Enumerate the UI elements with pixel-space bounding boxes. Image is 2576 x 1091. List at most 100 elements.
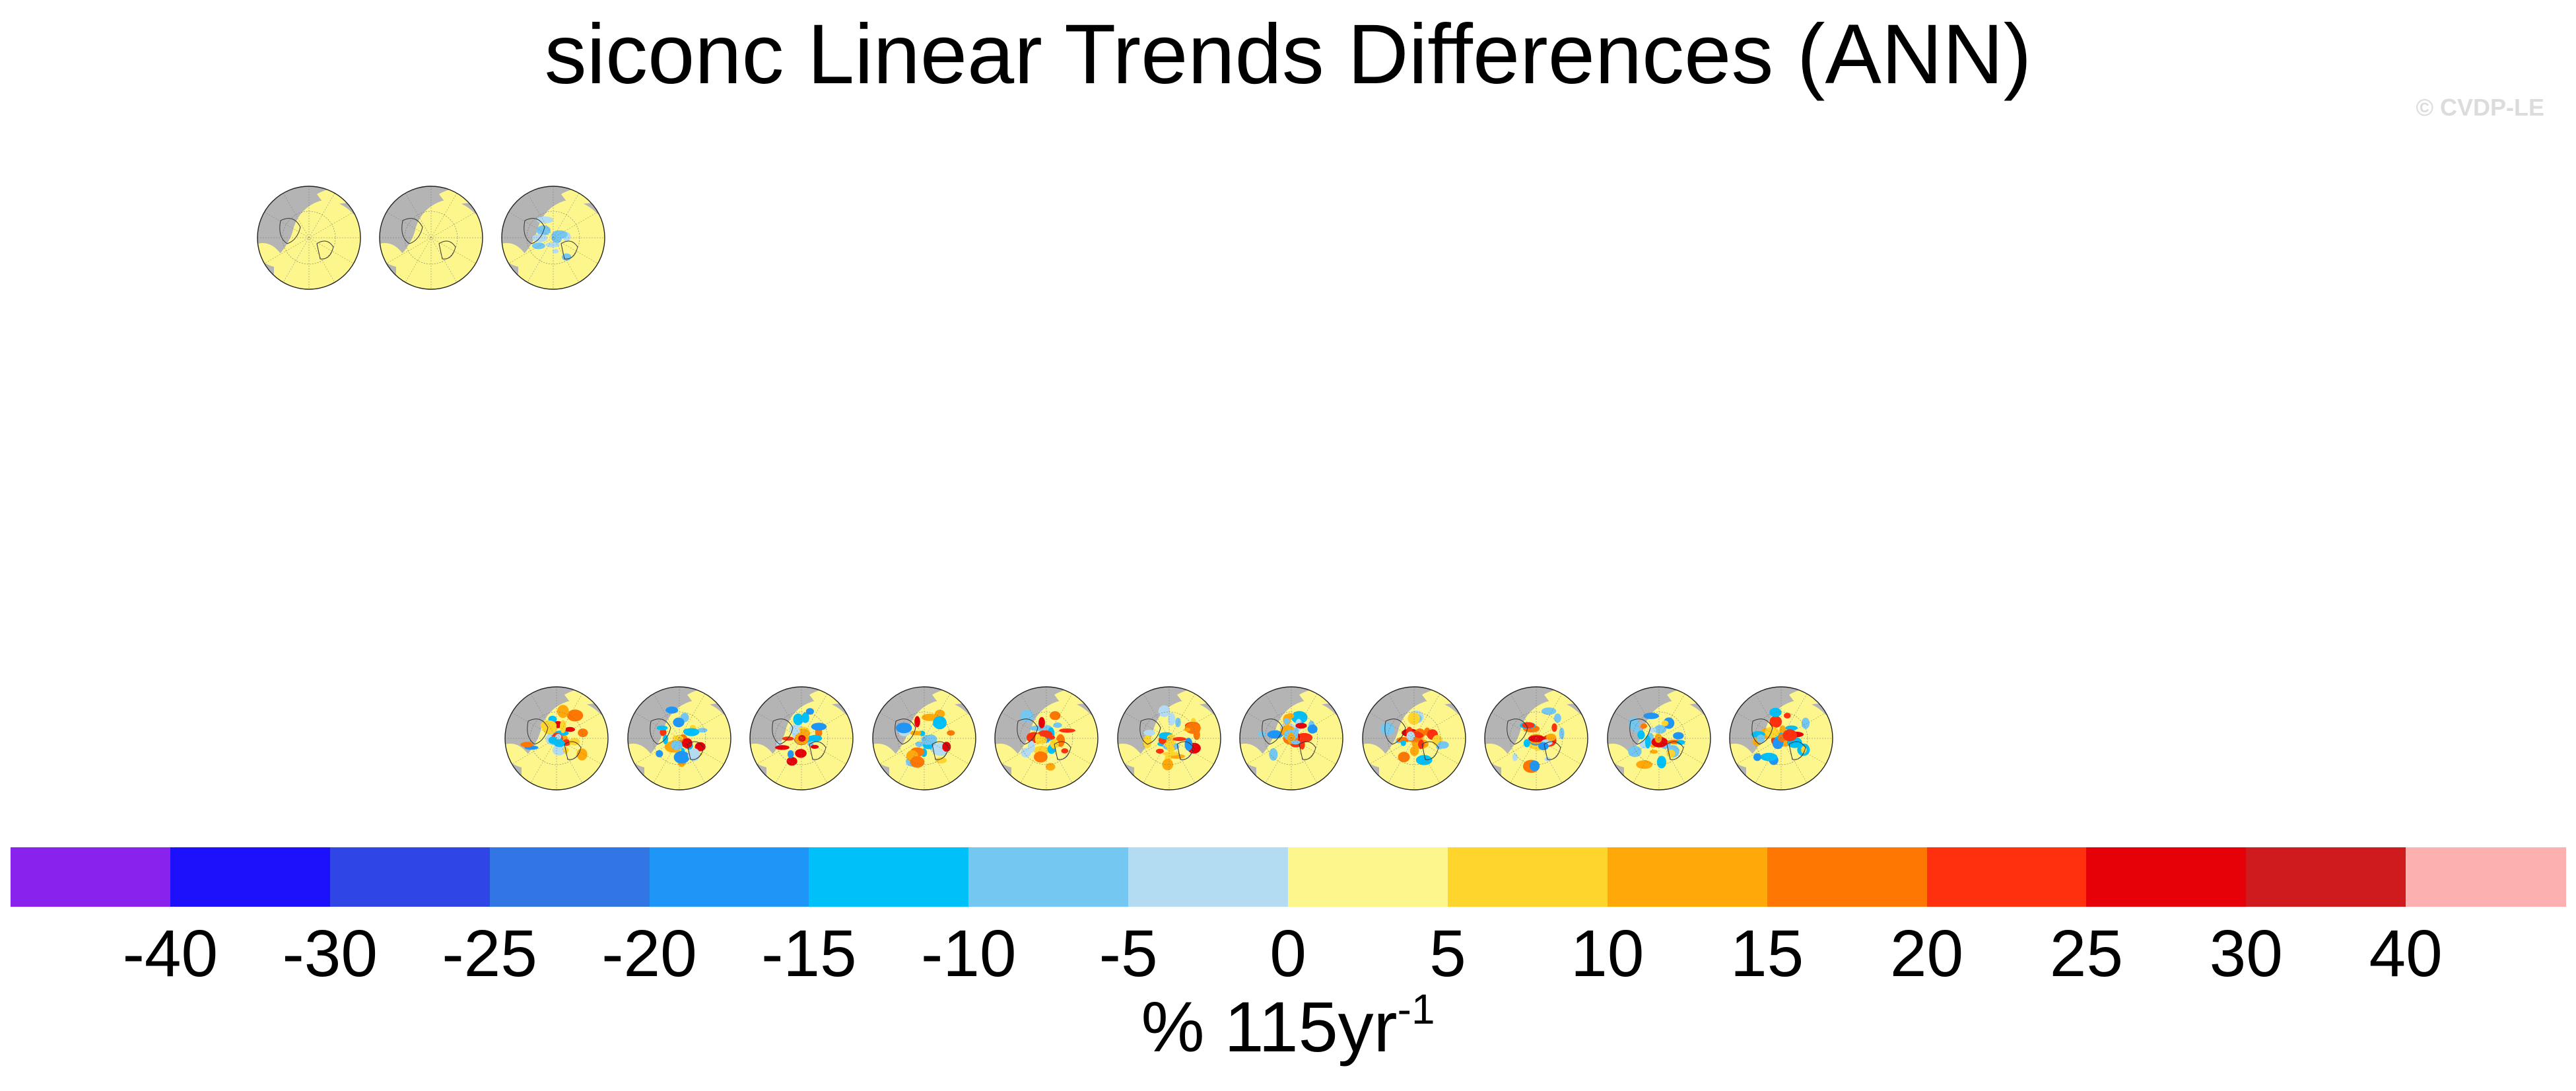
anomaly-patch — [1059, 728, 1075, 733]
anomaly-patch — [811, 722, 827, 731]
ocean-region — [1134, 701, 1221, 790]
chart-title: siconc Linear Trends Differences (ANN) — [544, 7, 2032, 102]
anomaly-patch — [1291, 711, 1308, 724]
polar-map-panel — [498, 173, 608, 302]
anomaly-patch — [1649, 750, 1658, 754]
anomaly-patch — [672, 735, 683, 741]
graticule-meridian — [1510, 693, 1563, 783]
graticule-meridian — [512, 712, 601, 765]
anomaly-patch — [921, 713, 937, 721]
graticule-meridian — [1369, 712, 1459, 765]
map-border — [1239, 686, 1343, 791]
colorbar-segment — [2246, 847, 2406, 907]
colorbar-segment — [2086, 847, 2247, 907]
anomaly-patch — [1654, 724, 1666, 734]
anomaly-patch — [1258, 731, 1267, 737]
map-body — [872, 687, 976, 790]
graticule-meridian — [1491, 712, 1581, 765]
map-body — [1485, 687, 1588, 790]
polar-map — [1606, 686, 1711, 791]
polar-map — [504, 686, 609, 791]
graticule-meridian — [1143, 693, 1195, 783]
anomaly-patch — [1559, 727, 1565, 740]
anomaly-patch — [793, 713, 803, 726]
coastline — [1666, 741, 1684, 760]
anomaly-patch — [659, 728, 667, 736]
anomaly-patch — [1184, 727, 1190, 732]
anomaly-patch — [1437, 741, 1449, 749]
graticule-meridian — [1736, 712, 1826, 765]
polar-map — [1116, 686, 1221, 791]
anomaly-patch — [1640, 723, 1647, 729]
graticule-meridian — [1633, 693, 1685, 783]
map-border — [504, 686, 609, 791]
anomaly-patch — [1283, 717, 1290, 724]
polar-map — [1361, 686, 1466, 791]
polar-map-panel — [747, 674, 856, 803]
anomaly-patch — [1034, 733, 1041, 745]
map-body — [1607, 687, 1711, 790]
colorbar-segment — [11, 847, 171, 907]
anomaly-patch — [1542, 707, 1557, 715]
anomaly-patch — [1296, 732, 1313, 743]
anomaly-patch — [1782, 729, 1798, 742]
anomaly-patch — [1760, 752, 1778, 761]
graticule-meridian — [264, 211, 354, 264]
anomaly-patch — [808, 734, 823, 742]
polar-map — [994, 686, 1099, 791]
coastline — [1788, 741, 1806, 760]
anomaly-patch — [1380, 722, 1394, 736]
anomaly-patch — [787, 750, 794, 759]
colorbar — [11, 847, 2566, 907]
polar-map-panel — [992, 674, 1101, 803]
map-body — [1362, 687, 1466, 790]
anomaly-patch — [1551, 723, 1557, 732]
panel-caption — [992, 674, 1101, 682]
anomaly-patch — [1529, 760, 1540, 771]
anomaly-patch — [1172, 737, 1186, 742]
anomaly-patch — [1676, 740, 1685, 745]
anomaly-patch — [1409, 746, 1419, 756]
anomaly-patch — [1167, 713, 1175, 726]
anomaly-patch — [560, 720, 566, 733]
anomaly-patch — [1269, 748, 1278, 761]
polar-map-panel — [376, 173, 486, 302]
anomaly-patch — [551, 230, 568, 239]
anomaly-patch — [566, 709, 584, 722]
colorbar-tick-label: -40 — [122, 917, 219, 991]
anomaly-patch — [545, 242, 560, 248]
anomaly-patch — [801, 712, 809, 723]
anomaly-patch — [552, 744, 566, 756]
anomaly-patch — [1654, 733, 1662, 743]
coastline — [931, 741, 949, 760]
map-body — [1240, 687, 1343, 790]
graticule-meridian — [405, 193, 458, 283]
colorbar-tick-label: 30 — [2209, 917, 2283, 991]
graticule-meridian — [1265, 693, 1318, 783]
colorbar-segment — [1607, 847, 1768, 907]
map-border — [1484, 686, 1588, 791]
anomaly-patch — [1635, 760, 1652, 769]
polar-map — [627, 686, 731, 791]
colorbar-tick-label: 0 — [1270, 917, 1306, 991]
anomaly-patch — [1785, 725, 1798, 730]
anomaly-patch — [424, 232, 436, 239]
anomaly-patch — [683, 728, 691, 735]
anomaly-patch — [1162, 752, 1180, 756]
map-border — [1361, 686, 1466, 791]
anomaly-patch — [895, 722, 912, 734]
anomaly-patch — [670, 740, 683, 750]
anomaly-patch — [1644, 735, 1650, 749]
anomaly-patch — [786, 757, 797, 766]
anomaly-patch — [1046, 763, 1056, 771]
anomaly-patch — [1021, 748, 1031, 757]
units-exponent: -1 — [1397, 985, 1435, 1033]
anomaly-patch — [434, 249, 446, 255]
anomaly-patch — [1628, 717, 1639, 730]
anomaly-patch — [934, 709, 945, 719]
graticule-meridian — [775, 693, 828, 783]
colorbar-tick-label: -10 — [920, 917, 1017, 991]
polar-map-panel — [625, 674, 734, 803]
anomaly-patch — [578, 728, 588, 738]
map-border — [994, 686, 1099, 791]
